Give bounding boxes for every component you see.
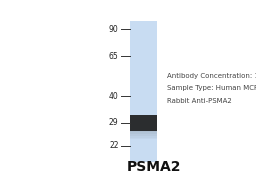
Text: PSMA2: PSMA2 xyxy=(126,160,181,171)
Text: Sample Type: Human MCF7: Sample Type: Human MCF7 xyxy=(167,86,256,91)
Bar xyxy=(130,131,157,133)
Bar xyxy=(130,134,157,136)
Text: 22: 22 xyxy=(109,141,119,150)
Bar xyxy=(130,138,157,139)
Text: 40: 40 xyxy=(109,92,119,101)
Bar xyxy=(130,115,157,131)
Text: Antibody Concentration: 1ug/mL: Antibody Concentration: 1ug/mL xyxy=(167,73,256,79)
Bar xyxy=(130,133,157,134)
Bar xyxy=(130,136,157,138)
Text: 29: 29 xyxy=(109,119,119,127)
Text: Rabbit Anti-PSMA2: Rabbit Anti-PSMA2 xyxy=(167,98,232,104)
Text: 65: 65 xyxy=(109,52,119,61)
Bar xyxy=(130,21,157,162)
Text: 90: 90 xyxy=(109,25,119,34)
